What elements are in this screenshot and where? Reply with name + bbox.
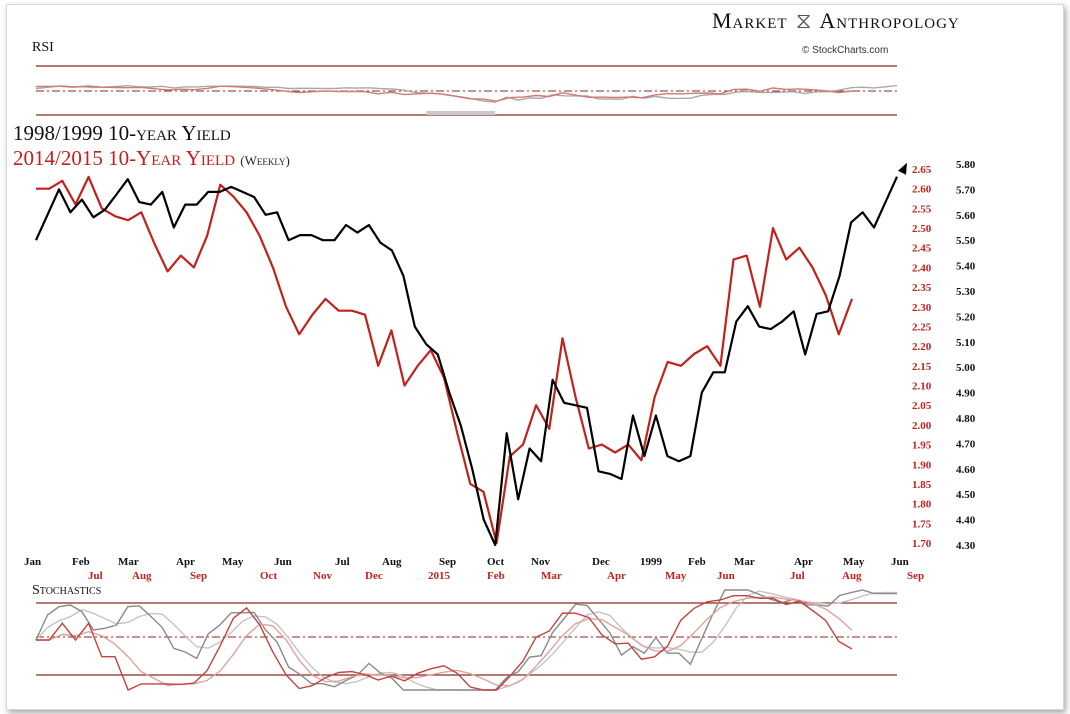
stoch-red-fast-line — [36, 595, 853, 691]
rsi-black-line — [35, 84, 898, 103]
black-axis-tick: 5.40 — [956, 261, 976, 273]
x-tick-1998-1999: Apr — [794, 556, 813, 568]
red-axis-tick: 2.45 — [912, 243, 932, 255]
title-2014-2015: 2014/2015 10-Year Yield (Weekly) — [13, 146, 290, 171]
x-tick-1998-1999: Oct — [487, 556, 504, 568]
x-tick-1998-1999: Dec — [592, 556, 610, 568]
x-tick-2014-2015: Jun — [717, 570, 735, 582]
black-axis-tick: 5.20 — [956, 311, 976, 323]
x-tick-1998-1999: Mar — [118, 556, 139, 568]
x-tick-1998-1999: Sep — [439, 556, 456, 568]
x-tick-1998-1999: Nov — [531, 556, 550, 568]
brand-logo: Market ⧖ Anthropology — [712, 8, 960, 34]
black-series-arrow-icon — [898, 162, 907, 175]
red-axis-tick: 2.65 — [912, 164, 932, 176]
red-axis-tick: 2.30 — [912, 302, 932, 314]
red-axis-tick: 2.10 — [912, 381, 932, 393]
x-tick-1998-1999: Jun — [274, 556, 292, 568]
red-axis-tick: 1.80 — [912, 499, 932, 511]
red-axis-tick: 1.90 — [912, 459, 932, 471]
x-tick-2014-2015: Aug — [842, 570, 862, 582]
black-axis-tick: 5.80 — [956, 159, 976, 171]
black-axis-tick: 5.00 — [956, 362, 976, 374]
black-axis-tick: 5.10 — [956, 337, 976, 349]
x-tick-2014-2015: May — [665, 570, 687, 582]
stochastics-label: Stochastics — [32, 583, 102, 598]
red-axis-tick: 1.95 — [912, 440, 932, 452]
x-tick-1998-1999: Mar — [734, 556, 755, 568]
red-axis-tick: 2.15 — [912, 361, 932, 373]
title-2014-2015-text: 2014/2015 10-Year Yield — [13, 146, 236, 170]
x-tick-2014-2015: Nov — [313, 570, 332, 582]
red-axis-tick: 2.55 — [912, 203, 932, 215]
black-axis-tick: 5.50 — [956, 235, 976, 247]
black-axis-tick: 4.90 — [956, 388, 976, 400]
black-series-line — [34, 176, 899, 547]
x-tick-1998-1999: May — [843, 556, 865, 568]
stoch-black-fast-line — [35, 589, 897, 691]
red-axis-tick: 2.40 — [912, 262, 932, 274]
rsi-label: RSI — [32, 40, 54, 55]
x-tick-2014-2015: Apr — [607, 570, 626, 582]
black-axis-tick: 5.30 — [956, 286, 976, 298]
x-tick-2014-2015: Mar — [541, 570, 562, 582]
x-tick-1998-1999: Jul — [335, 556, 350, 568]
x-tick-1998-1999: Jan — [24, 556, 41, 568]
rsi-red-line — [36, 85, 853, 102]
x-tick-1998-1999: Feb — [688, 556, 706, 568]
x-tick-1998-1999: Apr — [176, 556, 195, 568]
x-tick-1998-1999: Feb — [72, 556, 90, 568]
black-axis-tick: 4.70 — [956, 438, 976, 450]
red-axis-tick: 2.05 — [912, 400, 932, 412]
x-tick-1998-1999: Jun — [891, 556, 909, 568]
red-axis-tick: 1.70 — [912, 538, 932, 550]
title-weekly: (Weekly) — [240, 153, 290, 168]
dna-helix-icon: ⧖ — [795, 8, 813, 33]
red-axis-tick: 2.25 — [912, 321, 932, 333]
x-tick-2014-2015: Dec — [365, 570, 383, 582]
red-axis-tick: 2.60 — [912, 184, 932, 196]
red-axis-tick: 1.85 — [912, 479, 932, 491]
x-tick-2014-2015: Sep — [190, 570, 207, 582]
red-axis-tick: 2.35 — [912, 282, 932, 294]
red-axis-tick: 2.20 — [912, 341, 932, 353]
stoch-red-slow-line — [36, 596, 853, 687]
stockcharts-credit: © StockCharts.com — [802, 45, 889, 56]
black-axis-tick: 4.60 — [956, 464, 976, 476]
x-tick-1998-1999: Aug — [382, 556, 402, 568]
x-tick-2014-2015: Oct — [260, 570, 277, 582]
x-tick-2014-2015: Feb — [487, 570, 505, 582]
red-axis-tick: 2.50 — [912, 223, 932, 235]
red-axis-tick: 2.00 — [912, 420, 932, 432]
brand-right: Anthropology — [819, 8, 960, 33]
black-axis-tick: 4.50 — [956, 489, 976, 501]
red-series-line — [36, 175, 854, 545]
black-axis-tick: 4.30 — [956, 540, 976, 552]
black-axis-tick: 4.40 — [956, 515, 976, 527]
brand-left: Market — [712, 8, 788, 33]
rsi-oversold-fill — [426, 111, 496, 115]
black-axis-tick: 4.80 — [956, 413, 976, 425]
x-tick-2014-2015: Jul — [790, 570, 805, 582]
x-tick-2014-2015: Sep — [907, 570, 924, 582]
black-axis-tick: 5.70 — [956, 184, 976, 196]
x-tick-1998-1999: 1999 — [640, 556, 663, 568]
x-tick-2014-2015: 2015 — [428, 570, 451, 582]
red-axis-tick: 1.75 — [912, 518, 932, 530]
x-tick-2014-2015: Aug — [132, 570, 152, 582]
x-tick-2014-2015: Jul — [88, 570, 103, 582]
title-1998-1999: 1998/1999 10-year Yield — [13, 121, 231, 145]
x-tick-1998-1999: May — [222, 556, 244, 568]
black-axis-tick: 5.60 — [956, 210, 976, 222]
